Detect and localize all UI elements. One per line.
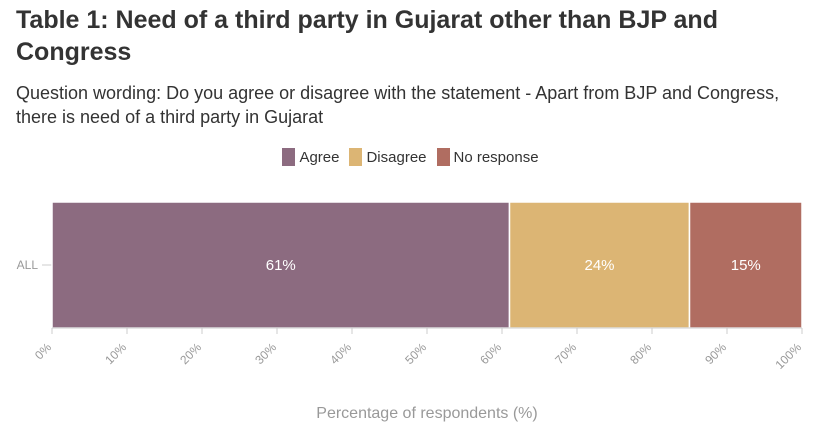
x-tick-label-2: 20%: [177, 340, 204, 367]
legend-swatch-agree: [282, 148, 296, 166]
legend-swatch-no-response: [436, 148, 450, 166]
x-tick-label-7: 70%: [552, 340, 579, 367]
data-label-no-response: 15%: [731, 257, 761, 274]
bar-segment-no-response[interactable]: [688, 201, 803, 329]
legend-label-no-response: No response: [453, 148, 539, 166]
x-tick-label-9: 90%: [702, 340, 729, 367]
legend-item-disagree[interactable]: Disagree: [349, 148, 427, 166]
legend-item-no-response[interactable]: No response: [436, 148, 539, 166]
legend: Agree Disagree No response: [0, 148, 821, 166]
x-axis-title: Percentage of respondents (%): [316, 405, 537, 422]
legend-label-agree: Agree: [299, 148, 340, 166]
x-tick-label-4: 40%: [327, 340, 354, 367]
chart-subtitle: Question wording: Do you agree or disagr…: [16, 83, 780, 127]
data-label-agree: 61%: [266, 257, 296, 274]
chart-title: Table 1: Need of a third party in Gujara…: [16, 6, 718, 66]
x-tick-label-6: 60%: [477, 340, 504, 367]
legend-label-disagree: Disagree: [366, 148, 427, 166]
legend-item-agree[interactable]: Agree: [282, 148, 339, 166]
legend-swatch-disagree: [349, 148, 363, 166]
x-tick-label-8: 80%: [627, 340, 654, 367]
x-tick-label-5: 50%: [402, 340, 429, 367]
data-label-disagree: 24%: [584, 257, 614, 274]
category-label-0: ALL: [17, 258, 39, 272]
x-tick-label-3: 30%: [252, 340, 279, 367]
x-tick-label-10: 100%: [773, 340, 805, 372]
x-tick-label-1: 10%: [102, 340, 129, 367]
x-tick-label-0: 0%: [32, 340, 54, 362]
